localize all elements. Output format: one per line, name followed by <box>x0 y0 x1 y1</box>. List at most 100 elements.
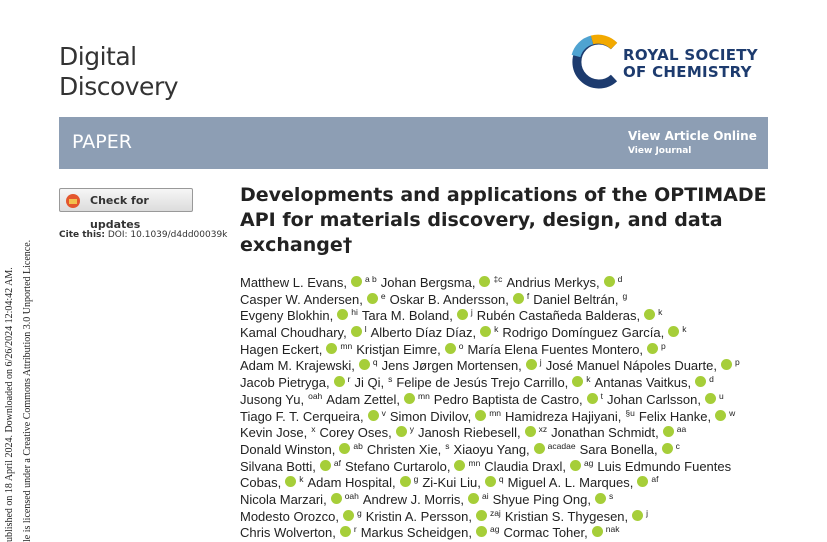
orcid-icon <box>569 459 581 471</box>
author-name: Antanas Vaitkus, <box>594 375 692 391</box>
affiliation: c <box>675 440 680 451</box>
author-name: Cobas, <box>240 475 282 491</box>
affiliation: l <box>364 324 367 335</box>
author: Oskar B. Andersson, f <box>390 291 534 307</box>
author: Sara Bonella, c <box>579 440 684 457</box>
author-name: Matthew L. Evans, <box>240 275 347 290</box>
affiliation: ab <box>353 440 363 451</box>
author: Stefano Curtarolo, mn <box>345 457 484 474</box>
author-name: Donald Winston, <box>240 441 336 457</box>
check-icon <box>66 194 80 208</box>
author-line: Modesto Orozco, g Kristin A. Persson, zaj Kr… <box>240 508 744 525</box>
author-name: Claudia Draxl, <box>484 458 566 474</box>
margin-note: le is licensed under a Creative Commons … <box>22 239 33 542</box>
cite-doi: DOI: 10.1039/d4dd00039k <box>107 230 228 240</box>
banner <box>59 117 768 169</box>
author: Christen Xie, s <box>366 440 454 457</box>
author: Xiaoyu Yang, acadae <box>453 441 580 457</box>
affiliation: k <box>586 374 591 385</box>
affiliation: mn <box>489 407 502 418</box>
orcid-icon <box>484 476 496 488</box>
author-name: Tiago F. T. Cerqueira, <box>240 408 364 424</box>
author-name: Christen Xie, <box>366 441 442 457</box>
author-name: Xiaoyu Yang, <box>453 441 530 457</box>
author: Nicola Marzari, oah <box>240 490 363 507</box>
journal-name: Discovery <box>59 72 179 101</box>
affiliation: k <box>299 474 304 485</box>
orcid-icon <box>594 492 606 504</box>
author: Miguel A. L. Marques, af <box>508 474 663 490</box>
orcid-icon <box>350 326 362 338</box>
affiliation: mn <box>468 457 481 468</box>
affiliation: j <box>646 507 649 518</box>
affiliation: k <box>682 324 687 335</box>
author: Rubén Castañeda Balderas, k <box>477 307 667 323</box>
author-name: Cormac Toher, <box>503 525 588 541</box>
author-name: Kristjan Eimre, <box>356 341 441 357</box>
orcid-icon <box>603 276 615 287</box>
orcid-icon <box>358 359 370 371</box>
author-line: Evgeny Blokhin, hi Tara M. Boland, j Rubén C… <box>240 307 744 324</box>
author-name: Rodrigo Domínguez García, <box>502 325 665 341</box>
orcid-icon <box>480 326 492 338</box>
orcid-icon <box>644 309 656 321</box>
author: Kevin Jose, x <box>240 424 319 441</box>
author: Hagen Eckert, mn <box>240 341 356 357</box>
author-name: Kristin A. Persson, <box>365 508 472 524</box>
author-name: Corey Oses, <box>319 425 392 441</box>
author: Jacob Pietryga, r <box>240 374 354 390</box>
orcid-icon <box>403 392 415 404</box>
affiliation: k <box>494 324 499 335</box>
author: Adam M. Krajewski, q <box>240 357 382 373</box>
author-line: Chris Wolverton, r Markus Scheidgen, ag Corm… <box>240 524 744 541</box>
orcid-icon <box>475 509 487 521</box>
author-name: Adam Zettel, <box>326 391 400 407</box>
orcid-icon <box>637 476 649 488</box>
author: Luis Edmundo Fuentes <box>597 459 731 474</box>
author: Rodrigo Domínguez García, k <box>502 324 690 341</box>
author-name: Felix Hanke, <box>638 408 712 424</box>
author: Casper W. Andersen, e <box>240 291 390 307</box>
author: Kristin A. Persson, zaj <box>365 507 505 524</box>
author-name: María Elena Fuentes Montero, <box>467 341 644 357</box>
affiliation: s <box>445 440 450 451</box>
orcid-icon <box>444 342 456 354</box>
affiliation: y <box>409 424 414 435</box>
orcid-icon <box>668 326 680 338</box>
check-updates-button[interactable]: Check for updates <box>59 188 193 231</box>
affiliation: p <box>734 357 740 368</box>
author: Tiago F. T. Cerqueira, v <box>240 408 390 424</box>
affiliation: zaj <box>489 507 501 518</box>
rsc-logo <box>571 34 618 89</box>
author-name: Markus Scheidgen, <box>360 525 472 541</box>
author: Kristian S. Thygesen, j <box>505 507 652 524</box>
affiliation: r <box>347 374 351 385</box>
author-name: Daniel Beltrán, <box>533 291 619 307</box>
author-name: Hagen Eckert, <box>240 341 323 357</box>
affiliation: ai <box>482 490 489 501</box>
author-name: Sara Bonella, <box>579 441 658 457</box>
view-article-link[interactable]: View Article Online <box>628 129 757 143</box>
affiliation: o <box>458 340 464 351</box>
author-name: Jusong Yu, <box>240 391 305 407</box>
orcid-icon <box>704 392 716 404</box>
affiliation: p <box>661 340 666 351</box>
author: Markus Scheidgen, ag <box>360 524 504 541</box>
author: Felipe de Jesús Trejo Carrillo, k <box>396 374 594 390</box>
author: María Elena Fuentes Montero, p <box>467 340 669 357</box>
orcid-icon <box>512 292 524 304</box>
affiliation: w <box>729 407 736 418</box>
author-line: Kamal Choudhary, l Alberto Díaz Díaz, k Rodr… <box>240 324 744 341</box>
cite-label: Cite this: <box>59 230 105 240</box>
view-journal-link[interactable]: View Journal <box>628 146 692 156</box>
author: Daniel Beltrán, g <box>533 291 631 307</box>
author-name: Johan Carlsson, <box>607 391 701 407</box>
author: Jonathan Schmidt, aa <box>551 424 690 440</box>
orcid-icon <box>572 376 584 388</box>
author-list: Matthew L. Evans, a b Johan Bergsma, ‡c Andr… <box>240 274 744 541</box>
affiliation: oah <box>344 490 359 501</box>
author-name: Kevin Jose, <box>240 425 308 441</box>
author-name: Pedro Baptista de Castro, <box>433 391 583 407</box>
author-name: Janosh Riebesell, <box>417 425 521 441</box>
author: Corey Oses, y <box>319 424 418 441</box>
